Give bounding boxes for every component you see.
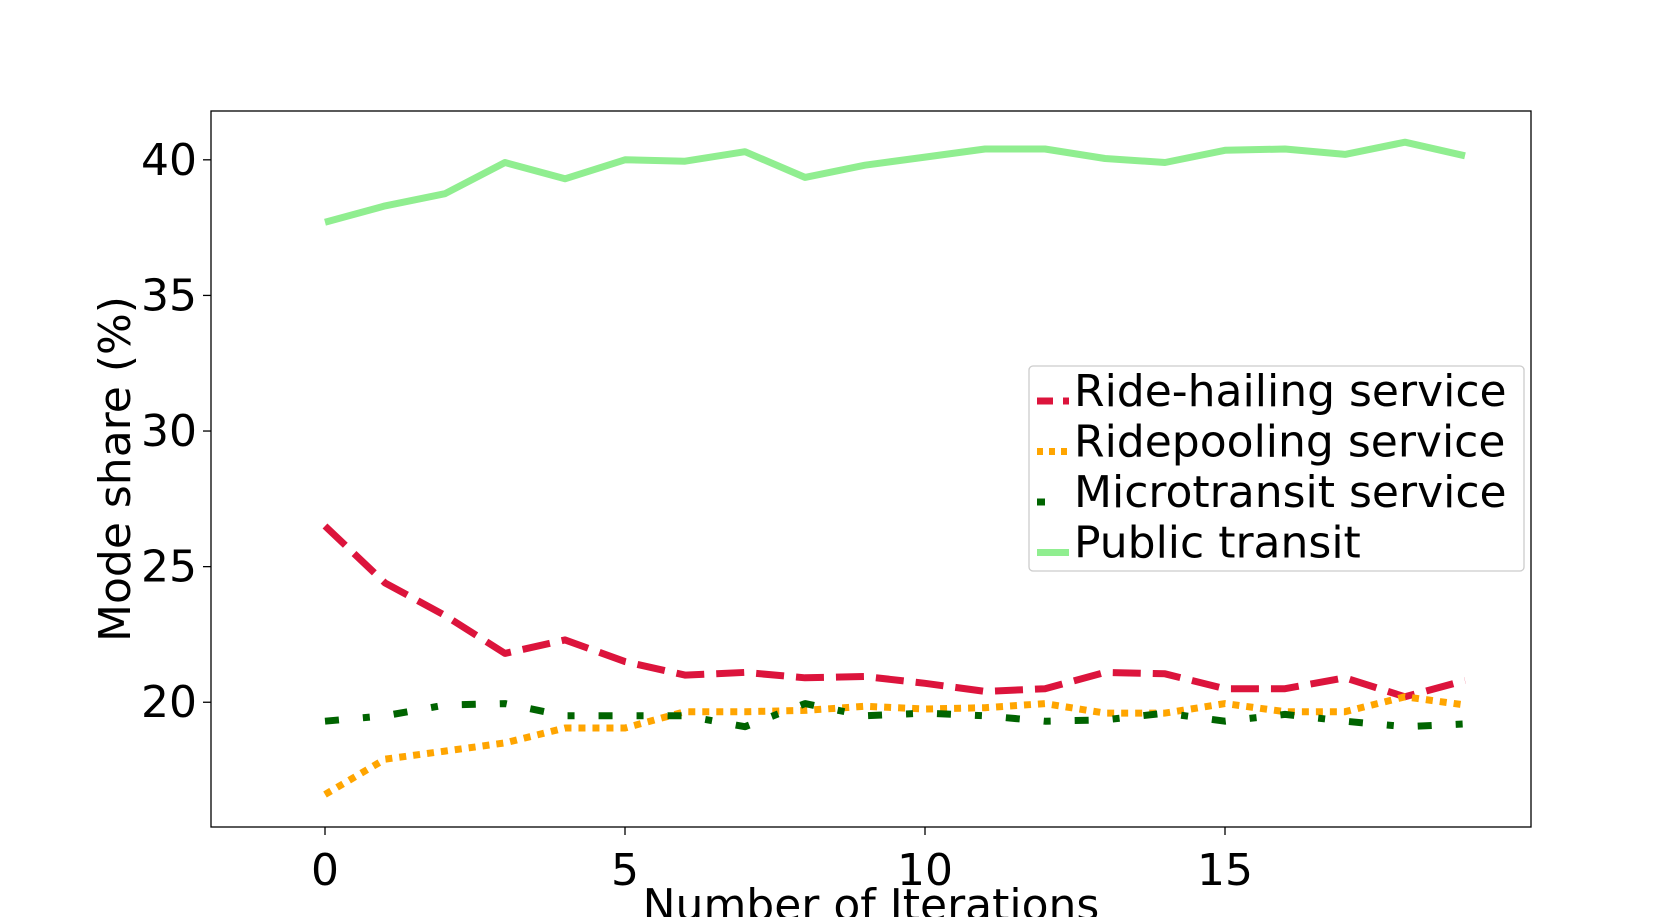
- y-tick-label: 25: [141, 542, 197, 593]
- legend-label: Ride-hailing service: [1074, 366, 1507, 417]
- x-tick-label: 15: [1197, 845, 1253, 896]
- y-tick-label: 40: [141, 135, 197, 186]
- legend-label: Public transit: [1074, 518, 1361, 569]
- series-line-microtransit-service: [325, 704, 1465, 727]
- x-axis-label: Number of Iterations: [643, 880, 1100, 917]
- x-tick-label: 5: [611, 845, 639, 896]
- y-tick-label: 30: [141, 406, 197, 457]
- y-tick-label: 35: [141, 270, 197, 321]
- y-axis-label: Mode share (%): [90, 296, 141, 642]
- legend-label: Microtransit service: [1074, 467, 1507, 518]
- y-tick-label: 20: [141, 677, 197, 728]
- x-tick-label: 0: [311, 845, 339, 896]
- series-line-ridepooling-service: [325, 697, 1465, 795]
- series-line-public-transit: [325, 142, 1465, 222]
- legend-label: Ridepooling service: [1074, 417, 1505, 468]
